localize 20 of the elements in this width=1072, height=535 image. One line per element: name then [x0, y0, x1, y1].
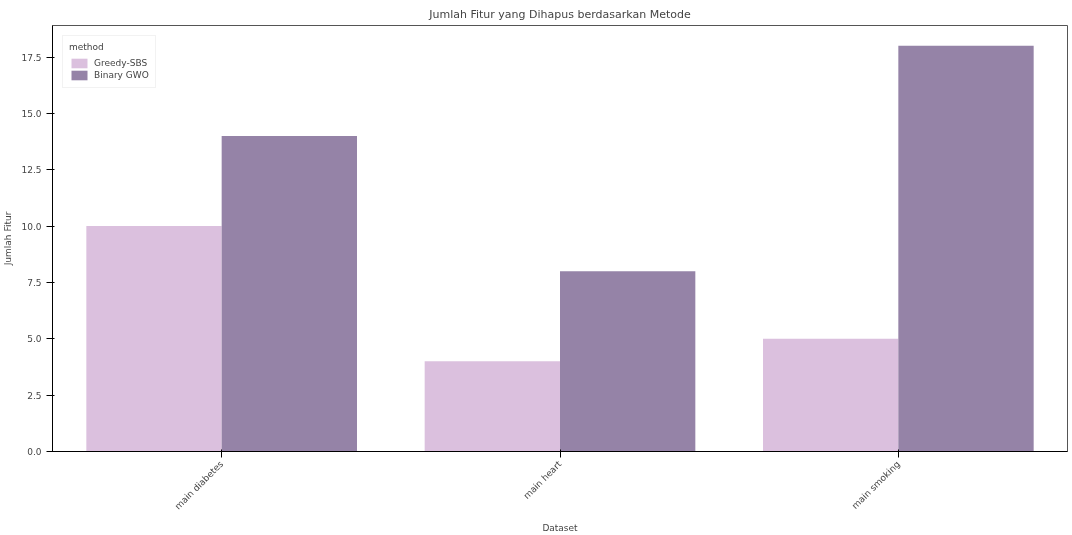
y-tick-label: 2.5: [27, 390, 42, 401]
y-tick-label: 17.5: [21, 52, 42, 63]
x-axis-title: Dataset: [542, 522, 579, 533]
bar: [763, 338, 899, 452]
y-tick-label: 5.0: [27, 334, 42, 345]
bar: [221, 135, 357, 452]
y-tick-label: 15.0: [21, 108, 42, 119]
legend-title: method: [69, 42, 105, 52]
legend-label: Binary GWO: [94, 69, 149, 81]
bar: [424, 361, 560, 452]
y-tick-label: 12.5: [21, 165, 42, 176]
legend-label: Greedy-SBS: [94, 57, 148, 69]
y-tick-label: 10.0: [21, 221, 42, 232]
y-tick-label: 7.5: [27, 277, 42, 288]
bar: [86, 226, 222, 452]
y-tick-label: 0.0: [27, 447, 42, 457]
chart-title: Jumlah Fitur yang Dihapus berdasarkan Metode: [428, 7, 691, 21]
bar: [560, 271, 696, 452]
bar: [898, 45, 1034, 452]
y-axis-title: Jumlah Fitur: [3, 211, 14, 267]
